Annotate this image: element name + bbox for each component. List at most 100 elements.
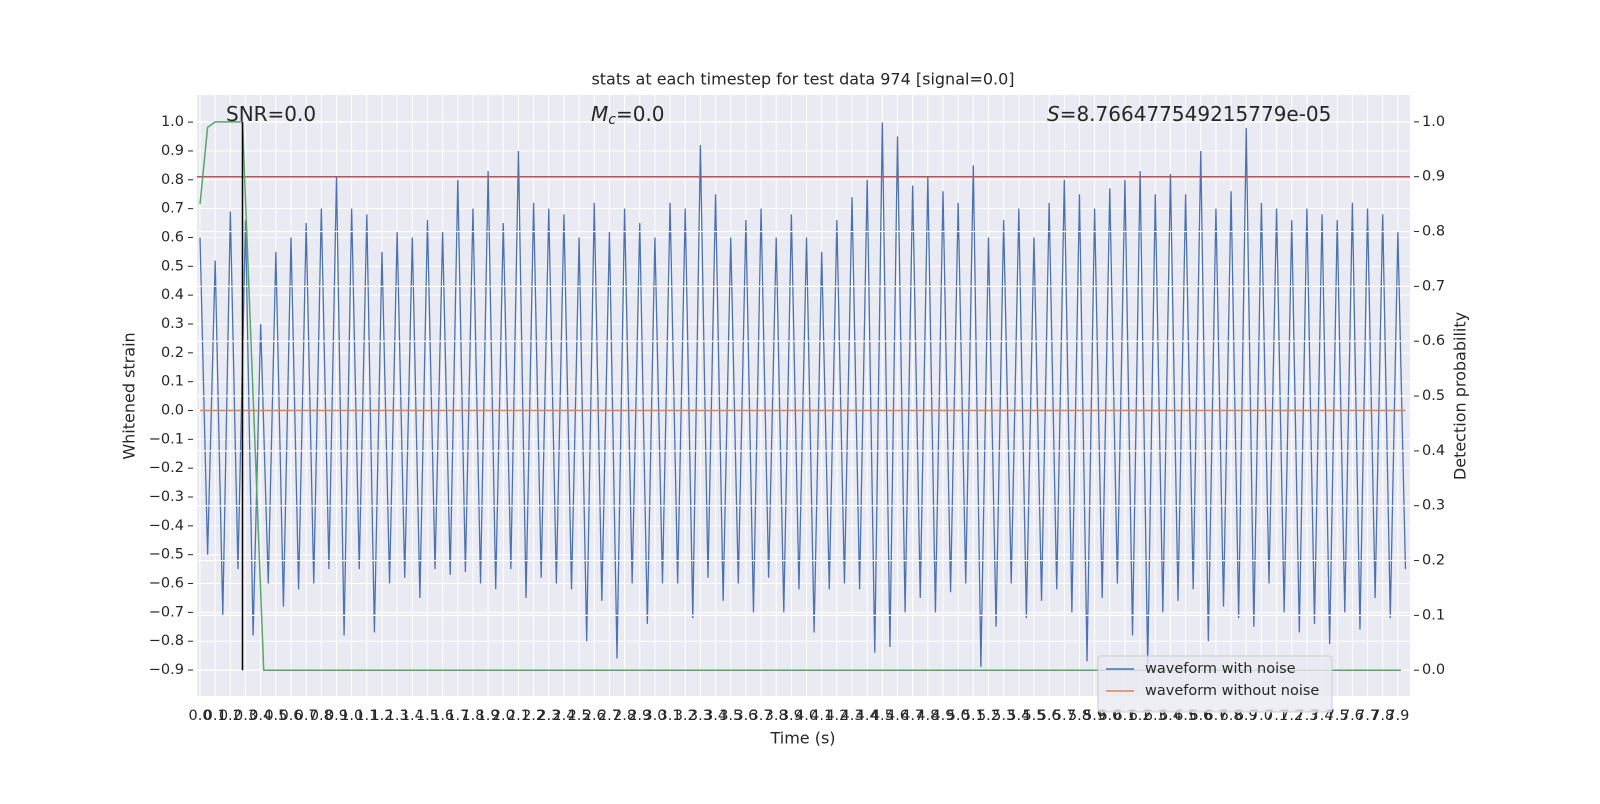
x-tick-label: 1.6 [431, 708, 454, 724]
marks [197, 121, 1410, 671]
legend-box [1097, 655, 1333, 713]
x-tick-label: 0.9 [325, 708, 348, 724]
x-tick-label: 0.5 [264, 708, 287, 724]
y-tick-label: 0.9 [161, 143, 184, 159]
y-tick-label: 0.2 [161, 345, 184, 361]
x-tick-label: 7.7 [1356, 708, 1379, 724]
y2-tick-label: 0.1 [1422, 607, 1445, 623]
y-tick-label: −0.8 [149, 633, 184, 649]
x-tick-label: 0.3 [234, 708, 257, 724]
x-tick-label: 1.4 [401, 708, 424, 724]
x-tick-label: 3.4 [704, 708, 727, 724]
legend: waveform with noise waveform without nois… [1097, 655, 1333, 713]
x-tick-label: 4.4 [856, 708, 879, 724]
x-tick-label: 1.5 [416, 708, 439, 724]
annotation-text: =0.0 [616, 102, 665, 126]
x-tick-label: 3.1 [659, 708, 682, 724]
annotation: SNR=0.0 [226, 102, 316, 126]
y2-tick-label: 0.5 [1422, 388, 1445, 404]
x-tick-label: 5.6 [1038, 708, 1061, 724]
x-tick-label: 1.2 [370, 708, 393, 724]
y-tick-label: 1.0 [161, 114, 184, 130]
x-tick-label: 2.1 [507, 708, 530, 724]
y-tick-label: −0.5 [149, 547, 184, 563]
x-tick-label: 3.3 [689, 708, 712, 724]
x-tick-label: 0.6 [279, 708, 302, 724]
x-tick-label: 4.3 [840, 708, 863, 724]
y-tick-label: −0.4 [149, 518, 184, 534]
x-tick-label: 4.6 [886, 708, 909, 724]
y-tick-label: 0.0 [161, 402, 184, 418]
y-tick-label: −0.1 [149, 431, 184, 447]
y2-tick-label: 0.4 [1422, 443, 1445, 459]
x-tick-label: 1.9 [477, 708, 500, 724]
y2-tick-label: 0.3 [1422, 498, 1445, 514]
annotation-text: SNR=0.0 [226, 102, 316, 126]
y2-tick-label: 0.2 [1422, 553, 1445, 569]
y2-axis-label: Detection probability [1451, 312, 1470, 480]
x-tick-label: 3.7 [750, 708, 773, 724]
x-tick-label: 2.3 [537, 708, 560, 724]
x-tick-label: 0.0 [189, 708, 212, 724]
y-axis-label: Whitened strain [120, 332, 139, 459]
x-tick-label: 2.5 [568, 708, 591, 724]
y2-tick-label: 0.9 [1422, 169, 1445, 185]
x-tick-label: 5.8 [1068, 708, 1091, 724]
chart-title: stats at each timestep for test data 974… [591, 70, 1014, 89]
x-tick-label: 1.0 [340, 708, 363, 724]
x-tick-label: 3.2 [674, 708, 697, 724]
annotation: Mc=0.0 [591, 102, 665, 129]
legend-label: waveform without noise [1145, 683, 1319, 699]
x-tick-label: 3.0 [643, 708, 666, 724]
annotation-text: =8.766477549215779e-05 [1060, 102, 1332, 126]
x-tick-label: 4.0 [795, 708, 818, 724]
x-tick-label: 0.1 [204, 708, 227, 724]
x-tick-label: 5.0 [947, 708, 970, 724]
y2-tick-label: 0.0 [1422, 662, 1445, 678]
annotation: S=8.766477549215779e-05 [1047, 102, 1331, 126]
x-tick-label: 4.9 [931, 708, 954, 724]
x-tick-label: 4.5 [871, 708, 894, 724]
y-tick-label: 0.1 [161, 374, 184, 390]
x-axis-label: Time (s) [769, 729, 835, 748]
x-tick-label: 0.4 [249, 708, 272, 724]
y-tick-label: −0.6 [149, 576, 184, 592]
x-tick-label: 7.6 [1341, 708, 1364, 724]
annotation-symbol: M [591, 102, 608, 126]
y2-tick-label: 0.6 [1422, 333, 1445, 349]
x-tick-label: 0.8 [310, 708, 333, 724]
x-tick-label: 7.5 [1326, 708, 1349, 724]
x-tick-label: 2.4 [552, 708, 575, 724]
x-tick-label: 5.3 [992, 708, 1015, 724]
y-tick-label: 0.8 [161, 172, 184, 188]
y-tick-label: 0.4 [161, 287, 184, 303]
x-tick-label: 4.1 [810, 708, 833, 724]
x-tick-label: 2.8 [613, 708, 636, 724]
x-tick-label: 2.0 [492, 708, 515, 724]
y-tick-label: 0.5 [161, 258, 184, 274]
x-tick-label: 5.5 [1022, 708, 1045, 724]
x-tick-label: 5.4 [1007, 708, 1030, 724]
x-tick-label: 7.9 [1386, 708, 1409, 724]
series-line [199, 121, 1401, 671]
x-tick-label: 5.7 [1053, 708, 1076, 724]
x-tick-label: 1.8 [461, 708, 484, 724]
x-tick-label: 3.5 [719, 708, 742, 724]
x-tick-label: 1.3 [386, 708, 409, 724]
x-tick-label: 3.9 [780, 708, 803, 724]
x-tick-label: 1.1 [355, 708, 378, 724]
y-tick-label: −0.3 [149, 489, 184, 505]
y2-tick-label: 0.8 [1422, 224, 1445, 240]
y-tick-label: −0.9 [149, 662, 184, 678]
y-tick-label: 0.7 [161, 201, 184, 217]
y2-tick-label: 0.7 [1422, 278, 1445, 294]
y-tick-label: −0.7 [149, 604, 184, 620]
y-tick-label: 0.3 [161, 316, 184, 332]
x-tick-label: 7.8 [1371, 708, 1394, 724]
x-tick-label: 5.2 [977, 708, 1000, 724]
x-tick-label: 0.2 [219, 708, 242, 724]
x-tick-label: 2.9 [628, 708, 651, 724]
annotation-symbol: S [1047, 102, 1060, 126]
annotation-subscript: c [608, 112, 616, 128]
